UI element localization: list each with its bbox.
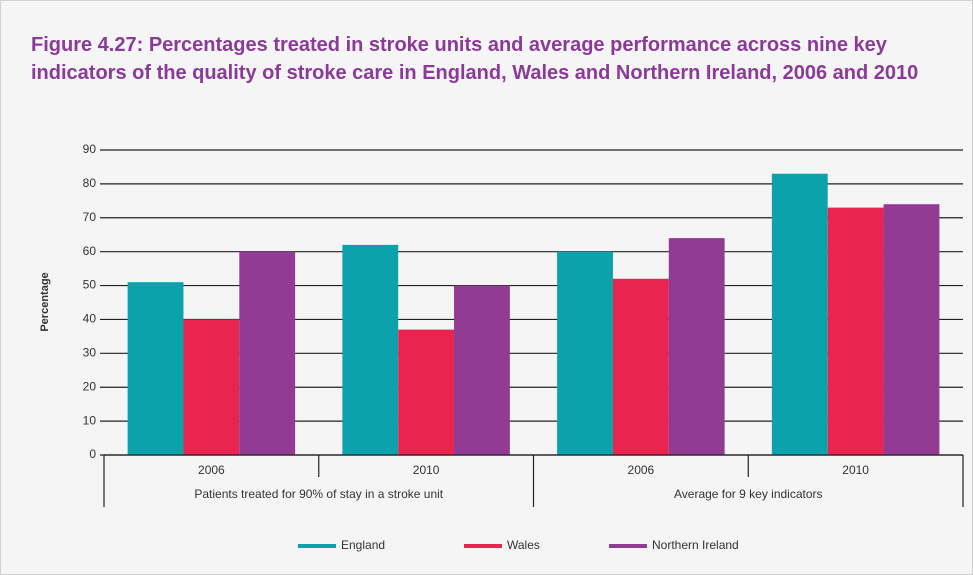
- bar: [557, 251, 613, 455]
- bar: [668, 238, 725, 455]
- y-tick-label: 60: [83, 244, 97, 258]
- y-tick-label: 30: [83, 346, 97, 360]
- y-axis-label: Percentage: [39, 272, 51, 331]
- y-tick-label: 70: [83, 210, 97, 224]
- y-tick-label: 50: [83, 278, 97, 292]
- group-label: Average for 9 key indicators: [674, 487, 823, 501]
- y-tick-label: 0: [89, 447, 96, 461]
- bar: [827, 207, 884, 455]
- legend-label: England: [341, 538, 385, 552]
- y-tick-label: 80: [83, 176, 97, 190]
- y-tick-label: 10: [83, 413, 97, 427]
- bar: [883, 204, 940, 455]
- group-label: Patients treated for 90% of stay in a st…: [194, 487, 443, 501]
- y-tick-label: 40: [83, 312, 97, 326]
- bar: [239, 251, 296, 455]
- bar: [342, 244, 399, 455]
- bar: [398, 329, 455, 455]
- y-tick-label: 90: [83, 142, 97, 156]
- chart-title: Figure 4.27: Percentages treated in stro…: [31, 34, 919, 84]
- bar: [771, 173, 828, 455]
- legend-label: Wales: [507, 538, 540, 552]
- bar: [454, 285, 510, 455]
- x-tick-label: 2006: [198, 463, 225, 477]
- bar: [612, 278, 669, 455]
- bar: [127, 282, 184, 455]
- y-tick-label: 20: [83, 379, 97, 393]
- x-tick-label: 2010: [842, 463, 869, 477]
- legend-label: Northern Ireland: [652, 538, 739, 552]
- x-tick-label: 2006: [628, 463, 655, 477]
- bar: [183, 319, 240, 455]
- x-tick-label: 2010: [413, 463, 440, 477]
